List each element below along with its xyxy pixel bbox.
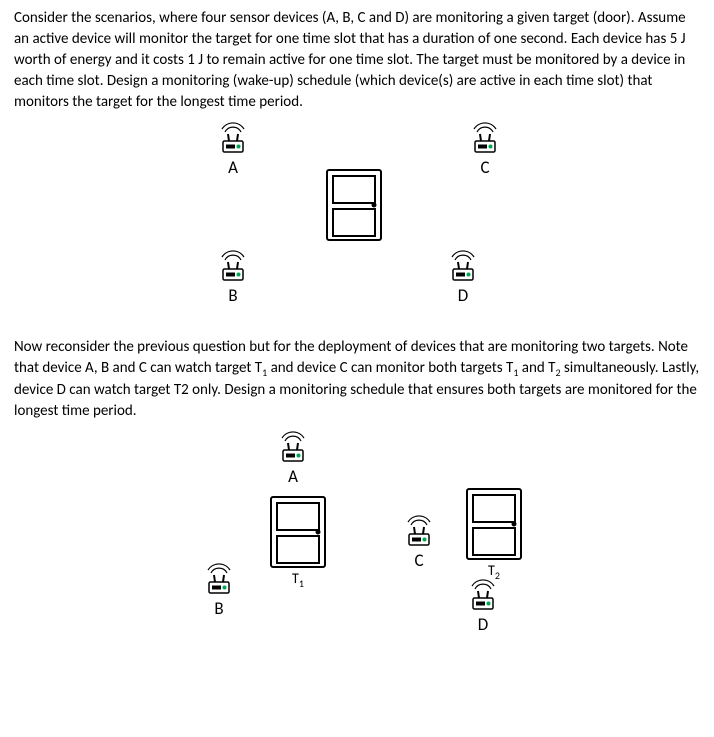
door-door1: [326, 169, 382, 241]
sensor-A2: A: [268, 428, 318, 487]
sensor-label-B: B: [208, 285, 258, 306]
sensor-C: C: [460, 119, 510, 178]
sensor-B2: B: [194, 560, 244, 619]
diagram-1: A C B D: [14, 119, 700, 337]
door-T2: T2: [466, 488, 522, 582]
sensor-B: B: [208, 247, 258, 306]
sensor-label-C2: C: [394, 550, 444, 571]
sensor-D: D: [438, 247, 488, 306]
sensor-label-B2: B: [194, 598, 244, 619]
problem-paragraph-2: Now reconsider the previous question but…: [14, 337, 700, 422]
diagram-2: T1 T2 A C B D: [14, 428, 700, 648]
sensor-label-C: C: [460, 157, 510, 178]
sensor-D2: D: [458, 576, 508, 635]
sensor-label-A: A: [208, 157, 258, 178]
door-label-T1: T1: [270, 570, 326, 590]
sensor-label-D2: D: [458, 614, 508, 635]
sensor-A: A: [208, 119, 258, 178]
sensor-label-D: D: [438, 285, 488, 306]
sensor-C2: C: [394, 512, 444, 571]
problem-paragraph-1: Consider the scenarios, where four senso…: [14, 8, 700, 113]
sensor-label-A2: A: [268, 466, 318, 487]
door-T1: T1: [270, 496, 326, 590]
